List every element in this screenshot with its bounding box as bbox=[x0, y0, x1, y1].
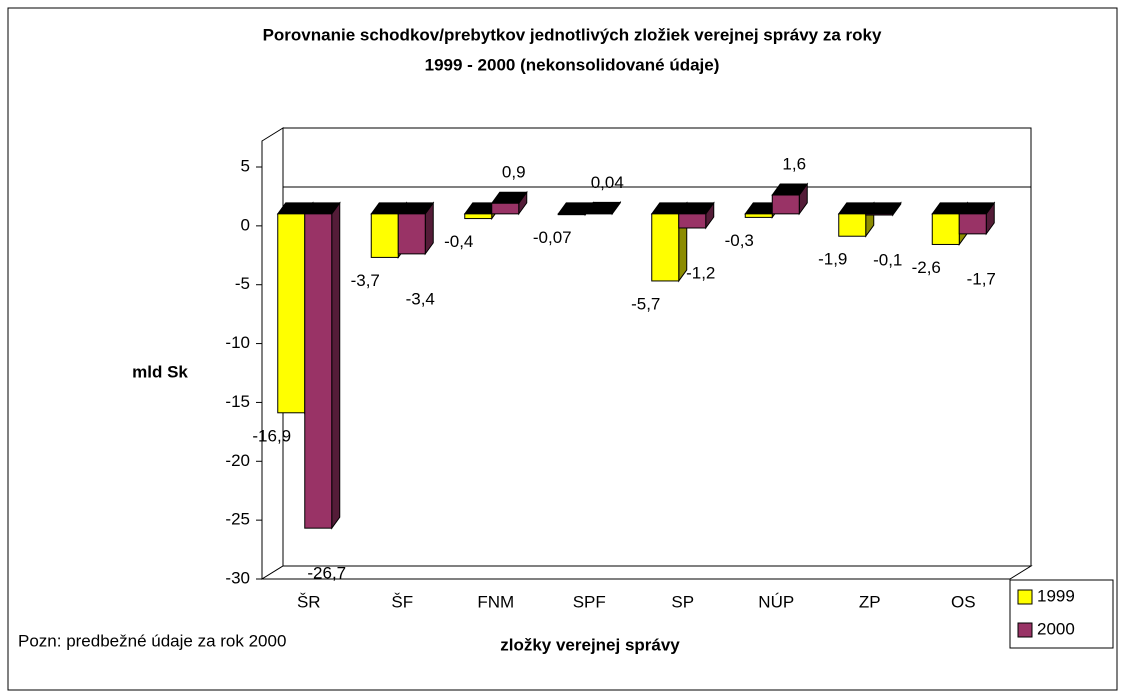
bar bbox=[557, 201, 595, 217]
data-label: 1,6 bbox=[782, 155, 806, 174]
bar-front bbox=[584, 212, 613, 215]
data-label: -1,9 bbox=[818, 250, 847, 269]
x-tick-label: NÚP bbox=[758, 592, 794, 611]
y-tick-label: -5 bbox=[235, 274, 250, 293]
bar bbox=[397, 201, 435, 256]
data-label: 0,04 bbox=[591, 173, 624, 192]
x-tick-label: SP bbox=[671, 592, 694, 611]
data-label: -1,2 bbox=[686, 263, 715, 282]
bar bbox=[864, 201, 902, 217]
data-label: -0,3 bbox=[725, 231, 754, 250]
annotation: Pozn: predbežné údaje za rok 2000 bbox=[18, 631, 286, 650]
chart-title: Porovnanie schodkov/prebytkov jednotlivý… bbox=[263, 25, 882, 44]
data-label: -26,7 bbox=[307, 564, 346, 583]
legend-label: 1999 bbox=[1037, 586, 1075, 605]
data-label: -5,7 bbox=[631, 294, 660, 313]
bar-front bbox=[744, 213, 773, 218]
bar-front bbox=[838, 213, 867, 237]
bar bbox=[771, 182, 809, 216]
legend-swatch bbox=[1017, 589, 1033, 605]
y-tick-label: 5 bbox=[241, 156, 250, 175]
bar bbox=[677, 201, 715, 230]
bar-front bbox=[491, 202, 520, 215]
x-tick-label: ŠF bbox=[391, 592, 413, 611]
x-axis-title: zložky verejnej správy bbox=[500, 635, 680, 654]
y-axis-title: mld Sk bbox=[132, 362, 188, 381]
x-tick-label: FNM bbox=[477, 592, 514, 611]
bar bbox=[650, 201, 688, 283]
back-wall bbox=[282, 127, 1032, 567]
y-tick-label: 0 bbox=[241, 215, 250, 234]
data-label: 0,9 bbox=[502, 163, 526, 182]
bar-front bbox=[370, 213, 399, 258]
legend: 1999 2000 bbox=[1009, 579, 1114, 649]
bar-side bbox=[331, 201, 341, 530]
data-label: -1,7 bbox=[967, 269, 996, 288]
y-tick-label: -10 bbox=[225, 333, 250, 352]
bar-front bbox=[771, 194, 800, 215]
bar-front bbox=[678, 213, 707, 229]
x-tick-label: SPF bbox=[573, 592, 606, 611]
bar bbox=[584, 200, 622, 216]
legend-label: 2000 bbox=[1037, 619, 1075, 638]
bar-front bbox=[651, 213, 680, 282]
x-tick-label: OS bbox=[951, 592, 976, 611]
bar bbox=[837, 201, 875, 238]
bar-front bbox=[865, 213, 894, 216]
bar bbox=[958, 201, 996, 236]
x-tick-label: ŠR bbox=[297, 592, 321, 611]
y-tick-label: -30 bbox=[225, 568, 250, 587]
bar bbox=[490, 190, 528, 216]
data-label: -0,1 bbox=[873, 251, 902, 270]
y-tick-label: -20 bbox=[225, 451, 250, 470]
bar-front bbox=[277, 213, 306, 414]
bar-front bbox=[464, 213, 493, 220]
data-label: -3,7 bbox=[351, 271, 380, 290]
data-label: -16,9 bbox=[252, 426, 291, 445]
bar bbox=[303, 201, 341, 530]
bar-front bbox=[397, 213, 426, 255]
y-tick-label: -15 bbox=[225, 392, 250, 411]
chart-title: 1999 - 2000 (nekonsolidované údaje) bbox=[425, 55, 720, 74]
data-label: -2,6 bbox=[912, 258, 941, 277]
y-tick-label: -25 bbox=[225, 510, 250, 529]
floor bbox=[260, 565, 1033, 580]
data-label: -0,07 bbox=[533, 228, 572, 247]
bar-front bbox=[557, 213, 586, 216]
data-label: -0,4 bbox=[444, 232, 473, 251]
legend-swatch bbox=[1017, 622, 1033, 638]
bar-front bbox=[958, 213, 987, 235]
bar-front bbox=[931, 213, 960, 245]
x-tick-label: ZP bbox=[859, 592, 881, 611]
data-label: -3,4 bbox=[406, 289, 435, 308]
bar-front bbox=[304, 213, 333, 529]
